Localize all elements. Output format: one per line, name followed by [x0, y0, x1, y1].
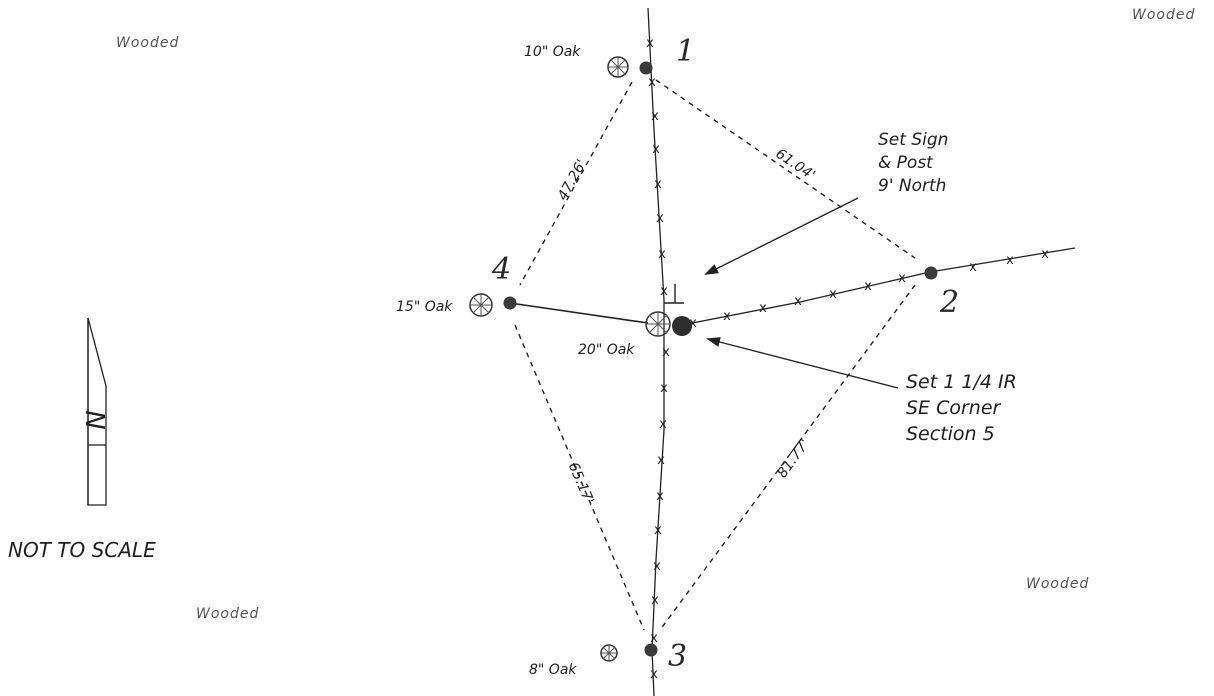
- sign-note-line-2: & Post: [878, 153, 934, 173]
- sign-leader-arrow: [704, 197, 859, 275]
- svg-text:x: x: [651, 593, 659, 608]
- survey-point-2-icon: [924, 266, 938, 280]
- fence-x-marks-ew: x x x x x x x x x x: [689, 247, 1049, 331]
- svg-text:x: x: [657, 453, 665, 468]
- not-to-scale-label: NOT TO SCALE: [8, 538, 156, 562]
- svg-text:x: x: [651, 109, 659, 124]
- fence-x-marks-ns: x x x x x x x x x x x x x x x x x x: [646, 36, 670, 682]
- svg-text:x: x: [794, 294, 802, 309]
- iron-rod-note-line-1: Set 1 1/4 IR: [906, 371, 1017, 393]
- tree-label-20-oak: 20" Oak: [578, 342, 635, 358]
- svg-text:x: x: [898, 271, 906, 286]
- iron-rod-leader-arrow: [706, 337, 899, 389]
- svg-text:x: x: [650, 667, 658, 682]
- tree-symbol-icon: [469, 293, 493, 317]
- point-number-1: 1: [676, 34, 695, 69]
- svg-text:x: x: [659, 417, 667, 432]
- svg-text:x: x: [759, 301, 767, 316]
- svg-text:x: x: [723, 309, 731, 324]
- solid-tie-line-4-center: [509, 302, 649, 324]
- svg-text:x: x: [656, 489, 664, 504]
- point-number-4: 4: [491, 252, 511, 287]
- point-number-3: 3: [668, 639, 687, 674]
- wooded-label-bottom-left: Wooded: [196, 606, 259, 622]
- svg-text:x: x: [829, 287, 837, 302]
- distance-label-1-4: 47.26': [555, 157, 590, 203]
- tree-symbol-icon: [600, 644, 618, 662]
- svg-text:x: x: [656, 211, 664, 226]
- tie-line-1-2: [655, 79, 916, 259]
- tree-label-10-oak: 10" Oak: [524, 44, 581, 60]
- survey-point-3-icon: [644, 643, 658, 657]
- svg-text:x: x: [658, 247, 666, 262]
- svg-text:x: x: [1041, 247, 1049, 262]
- svg-text:x: x: [660, 284, 668, 299]
- wooded-label-top-left: Wooded: [116, 35, 179, 51]
- tree-symbol-icon: [607, 56, 629, 78]
- tie-line-1-4: [519, 81, 633, 286]
- distance-label-1-2: 61.04': [773, 146, 818, 184]
- distance-label-4-3: 65.17': [565, 460, 597, 507]
- svg-text:x: x: [969, 260, 977, 275]
- iron-rod-corner-icon: [672, 316, 692, 336]
- wooded-label-bottom-right: Wooded: [1026, 576, 1089, 592]
- sign-note-line-1: Set Sign: [878, 130, 948, 150]
- north-arrow-icon: [87, 317, 107, 506]
- tree-label-15-oak: 15" Oak: [396, 299, 453, 315]
- north-arrow-letter: N: [82, 410, 112, 429]
- iron-rod-note-line-3: Section 5: [906, 423, 995, 445]
- svg-text:x: x: [653, 559, 661, 574]
- fence-line-east-west: [681, 247, 1076, 326]
- wooded-label-top-right: Wooded: [1132, 7, 1195, 23]
- sign-post-icon: [664, 284, 684, 304]
- survey-point-4-icon: [503, 296, 517, 310]
- svg-text:x: x: [654, 523, 662, 538]
- svg-text:x: x: [1006, 253, 1014, 268]
- svg-text:x: x: [662, 345, 670, 360]
- svg-text:x: x: [864, 279, 872, 294]
- svg-text:x: x: [689, 316, 697, 331]
- svg-text:x: x: [654, 177, 662, 192]
- distance-label-2-3: 81.77': [774, 436, 813, 481]
- svg-text:x: x: [648, 75, 656, 90]
- svg-text:x: x: [660, 381, 668, 396]
- svg-text:x: x: [650, 631, 658, 646]
- svg-text:x: x: [646, 36, 654, 51]
- survey-point-1-icon: [639, 61, 653, 75]
- point-number-2: 2: [939, 285, 959, 320]
- svg-text:x: x: [652, 142, 660, 157]
- iron-rod-note-line-2: SE Corner: [906, 397, 1002, 419]
- tree-symbol-icon: [645, 311, 671, 337]
- sign-note-line-3: 9' North: [878, 176, 946, 196]
- tree-label-8-oak: 8" Oak: [529, 662, 577, 678]
- tie-line-2-3: [659, 284, 916, 631]
